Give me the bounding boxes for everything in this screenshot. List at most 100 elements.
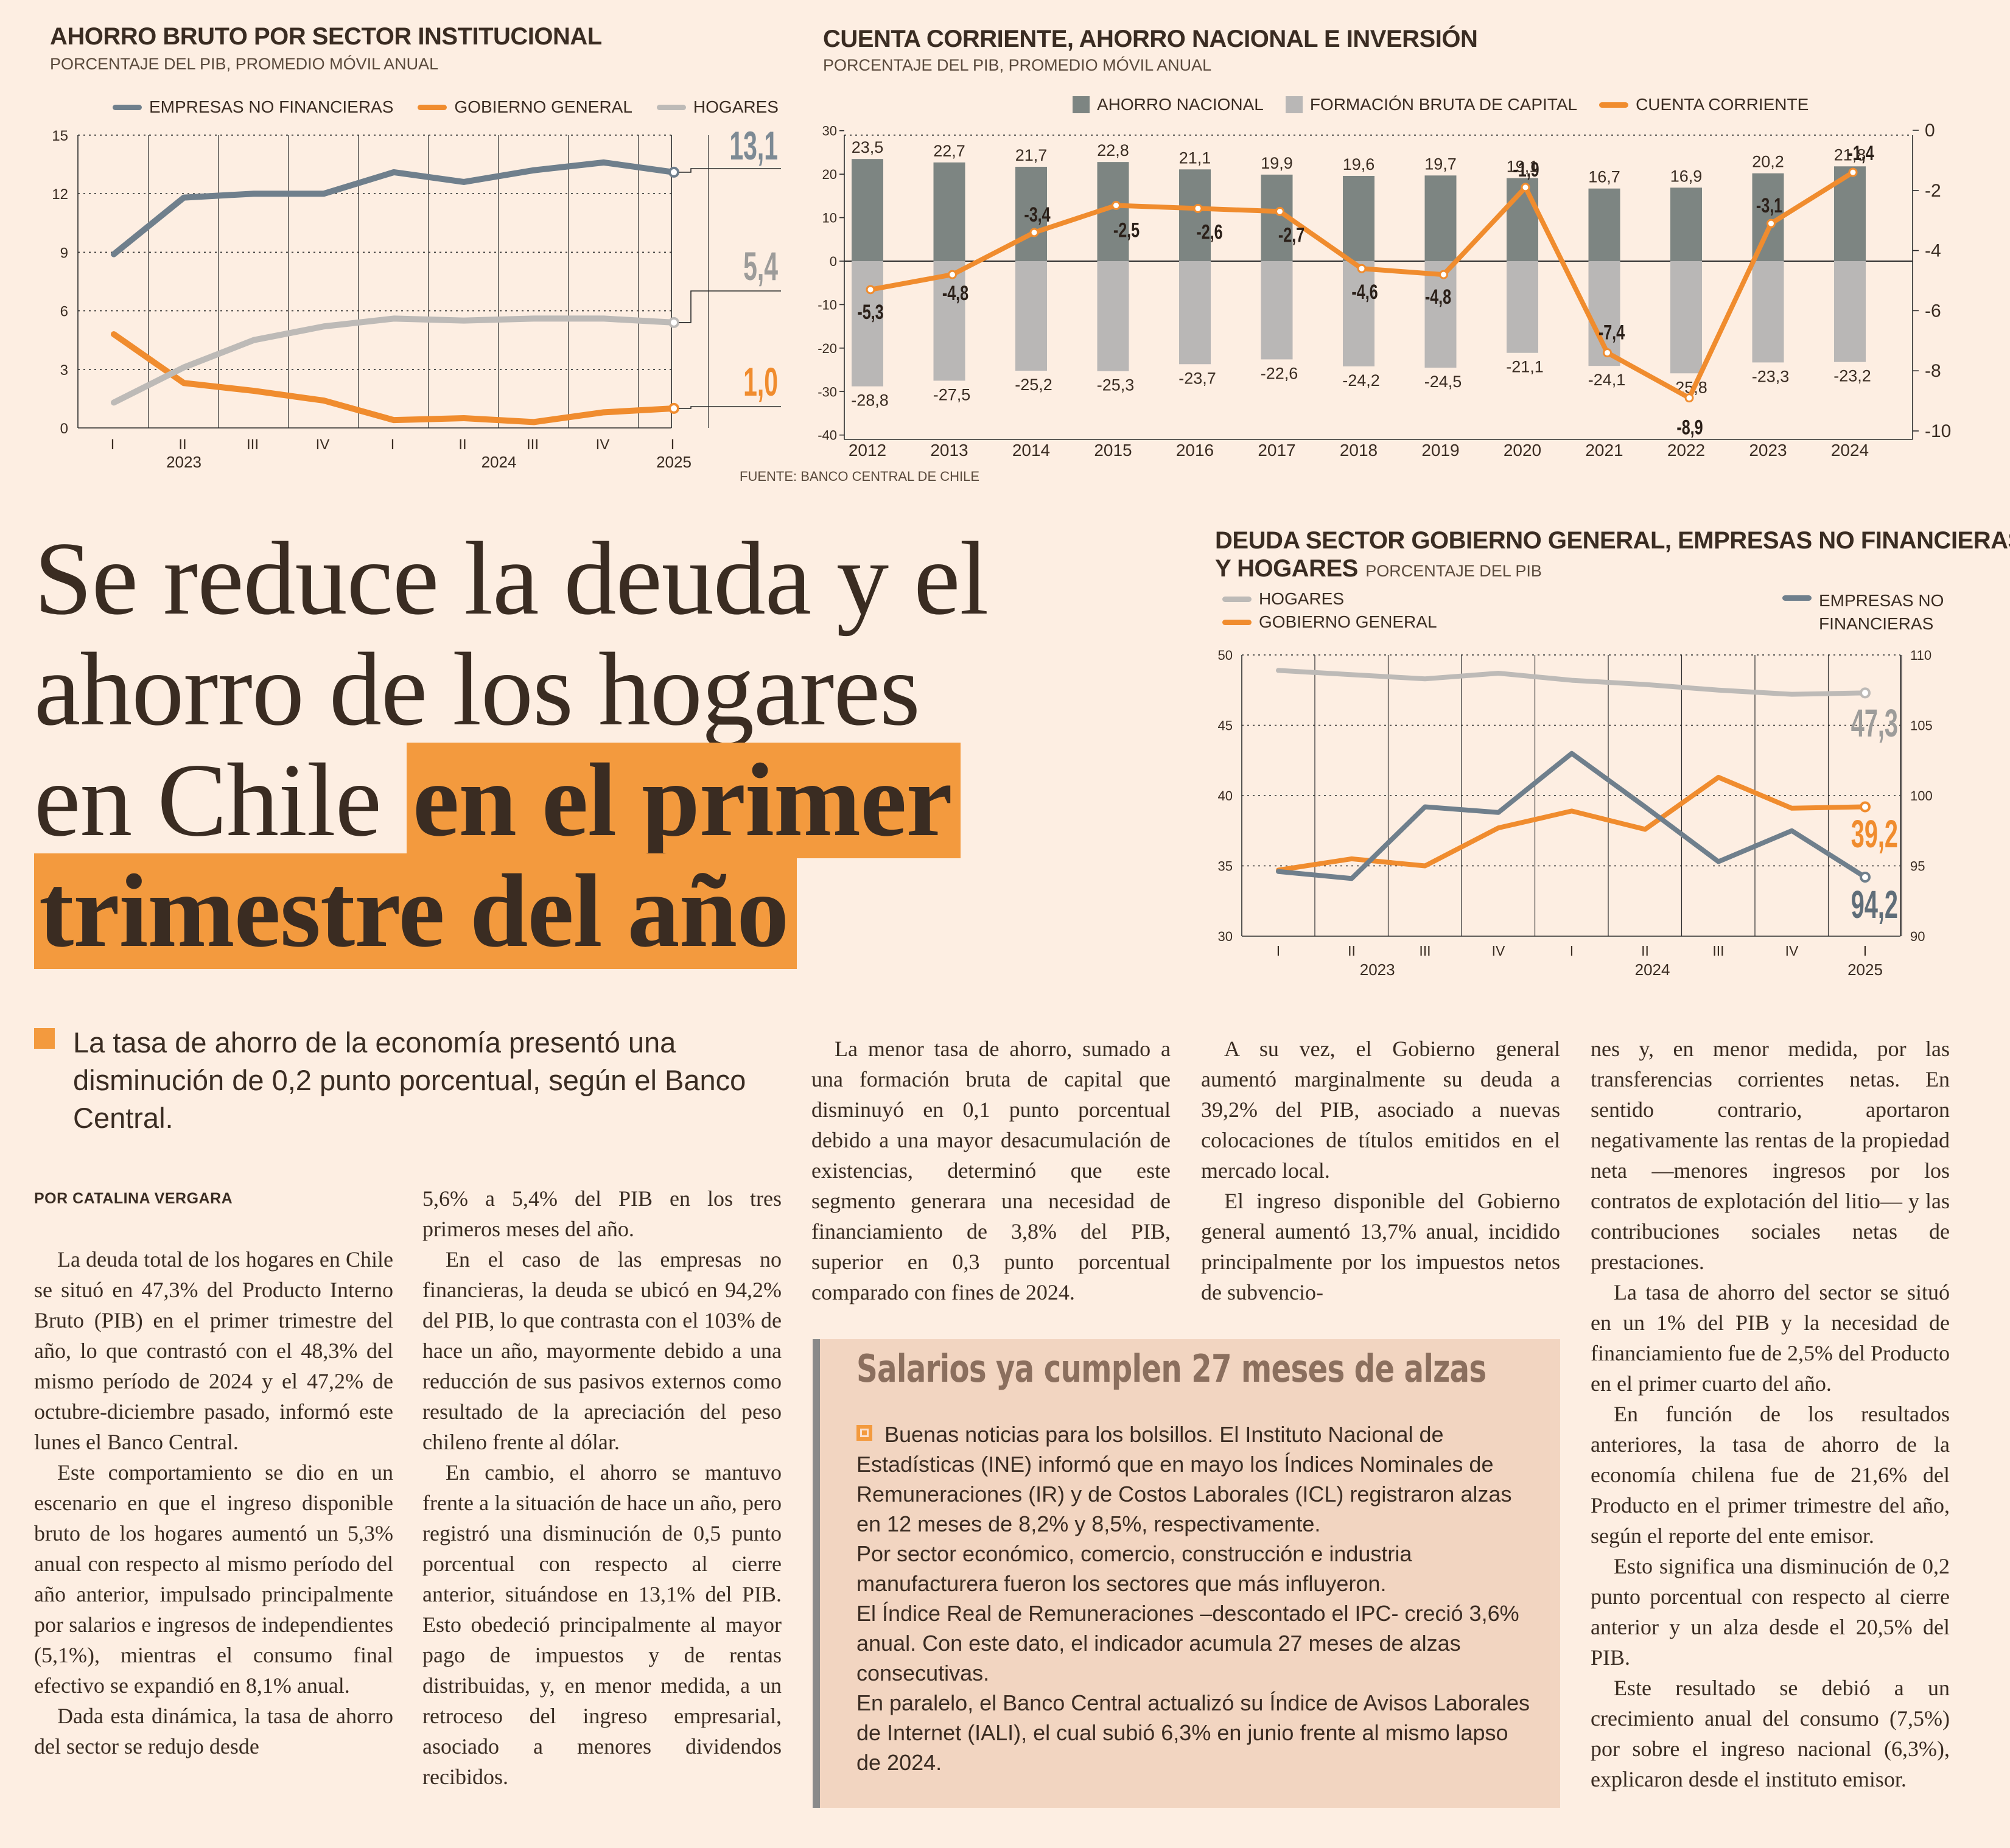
headline-line4: trimestre del año <box>34 853 1191 969</box>
legend-label-ahorro: AHORRO NACIONAL <box>1097 95 1264 114</box>
headline-line2: ahorro de los hogares <box>34 632 920 747</box>
y-tick-label-left: 30 <box>822 124 837 139</box>
bar-label-fbc: -28,8 <box>851 391 889 410</box>
bar-label-ahorro: 22,7 <box>933 142 965 160</box>
headline-line3: en Chile en el primer <box>34 743 1191 858</box>
cuenta-corriente-label: -4,6 <box>1351 281 1378 304</box>
cuenta-corriente-label: -2,7 <box>1278 224 1304 247</box>
bar-formacion-bruta <box>1097 261 1129 371</box>
chart3-legend-hogares: HOGARES <box>1222 589 1344 609</box>
sidebar-p2: Por sector económico, comercio, construc… <box>856 1541 1412 1596</box>
cuenta-corriente-label: -1,9 <box>1513 158 1539 181</box>
legend-swatch-gobierno <box>418 104 447 110</box>
lead-text-wrap: La tasa de ahorro de la economía present… <box>34 1024 783 1137</box>
cuenta-corriente-marker <box>866 285 875 295</box>
y-tick-label: 0 <box>60 421 68 437</box>
x-tick-label: II <box>1641 943 1649 959</box>
cuenta-corriente-label: -5,3 <box>857 301 883 324</box>
bar-ahorro-nacional <box>852 159 883 261</box>
x-tick-label: III <box>247 436 259 453</box>
x-tick-label: I <box>671 436 675 453</box>
end-label-leader <box>679 406 781 409</box>
chart3-legend-gobierno: GOBIERNO GENERAL <box>1222 612 1437 632</box>
bar-label-fbc: -24,5 <box>1424 373 1462 391</box>
col5-p4: Esto significa una disminución de 0,2 pu… <box>1591 1554 1950 1670</box>
column-1: La deuda total de los hogares en Chile s… <box>34 1244 393 1762</box>
legend-label-empresas3-l2: FINANCIERAS <box>1819 614 1934 633</box>
bar-formacion-bruta <box>852 261 883 387</box>
x-year-label: 2023 <box>1360 961 1395 979</box>
series-end-marker <box>668 166 679 178</box>
chart3-title-line1: DEUDA SECTOR GOBIERNO GENERAL, EMPRESAS … <box>1215 527 2010 554</box>
col5-p2: La tasa de ahorro del sector se situó en… <box>1591 1280 1950 1396</box>
end-value-label: 1,0 <box>743 359 778 405</box>
legend-label-fbc: FORMACIÓN BRUTA DE CAPITAL <box>1309 95 1578 114</box>
y-tick-label-left: 10 <box>822 211 837 226</box>
headline-line3-plain: en Chile <box>34 743 407 858</box>
column-5: nes y, en menor medida, por las transfer… <box>1591 1034 1950 1794</box>
x-tick-label: 2014 <box>1012 441 1050 460</box>
col1-p3: Dada esta dinámica, la tasa de ahorro de… <box>34 1704 393 1759</box>
cuenta-corriente-marker <box>1112 201 1121 210</box>
legend-swatch-hogares3 <box>1222 596 1252 602</box>
y-tick-label-left: 20 <box>822 167 837 182</box>
cuenta-corriente-marker <box>1684 393 1694 403</box>
bar-label-ahorro: 16,9 <box>1670 167 1703 185</box>
bar-label-fbc: -23,3 <box>1752 367 1790 385</box>
cuenta-corriente-label: -8,9 <box>1676 416 1703 439</box>
bar-ahorro-nacional <box>1343 176 1374 261</box>
bar-label-ahorro: 19,1 <box>1507 158 1539 176</box>
bar-label-fbc: -24,2 <box>1342 371 1380 390</box>
bar-label-fbc: -25,3 <box>1097 376 1135 394</box>
y-tick-label-left: 45 <box>1218 718 1233 733</box>
bar-label-ahorro: 21,1 <box>1179 149 1211 167</box>
x-tick-label: I <box>391 436 395 453</box>
col4-p2: El ingreso disponible del Gobierno gener… <box>1201 1189 1560 1304</box>
sidebar-title: Salarios ya cumplen 27 meses de alzas <box>856 1346 1486 1391</box>
series-line-hogares <box>111 315 677 406</box>
chart2-title: CUENTA CORRIENTE, AHORRO NACIONAL E INVE… <box>823 26 1478 52</box>
series-line-gobierno-general <box>111 331 677 425</box>
bar-label-ahorro: 19,6 <box>1343 155 1375 173</box>
bar-formacion-bruta <box>1670 261 1702 374</box>
chart2-subtitle: PORCENTAJE DEL PIB, PROMEDIO MÓVIL ANUAL <box>823 56 1212 74</box>
cuenta-corriente-label: -3,4 <box>1024 203 1051 226</box>
headline: Se reduce la deuda y el ahorro de los ho… <box>34 521 1191 969</box>
sidebar-square-icon <box>856 1425 872 1441</box>
x-tick-label: 2013 <box>930 441 968 460</box>
series-end-marker <box>1860 801 1871 813</box>
sidebar-box: Salarios ya cumplen 27 meses de alzas Bu… <box>813 1339 1560 1808</box>
bar-ahorro-nacional <box>1588 188 1620 261</box>
y-tick-label-left: -30 <box>818 384 837 399</box>
chart1-title: AHORRO BRUTO POR SECTOR INSTITUCIONAL <box>50 23 602 50</box>
col4-p1: A su vez, el Gobierno general aumentó ma… <box>1201 1037 1560 1183</box>
col5-p1: nes y, en menor medida, por las transfer… <box>1591 1037 1950 1274</box>
chart3-title-line2: Y HOGARES PORCENTAJE DEL PIB <box>1215 555 1542 583</box>
bar-label-fbc: -22,6 <box>1261 364 1298 382</box>
bar-label-ahorro: 19,9 <box>1261 154 1293 172</box>
bar-label-ahorro: 19,7 <box>1424 155 1457 173</box>
bar-formacion-bruta <box>1752 261 1784 363</box>
y-tick-label-right: 100 <box>1910 788 1933 803</box>
col3-p1: La menor tasa de ahorro, sumado a una fo… <box>811 1037 1171 1304</box>
cuenta-corriente-label: -4,8 <box>1425 286 1451 309</box>
headline-highlight-2: trimestre del año <box>34 853 797 969</box>
col2-p2: En el caso de las empresas no financiera… <box>422 1247 782 1454</box>
chart1-legend: EMPRESAS NO FINANCIERAS GOBIERNO GENERAL… <box>113 97 779 117</box>
legend-swatch-hogares <box>656 104 686 110</box>
x-tick-label: IV <box>316 436 330 453</box>
cuenta-corriente-label: -2,6 <box>1196 221 1222 244</box>
x-tick-label: 2016 <box>1176 441 1214 460</box>
series-end-marker <box>1860 687 1871 699</box>
bar-label-ahorro: 21,7 <box>1015 146 1048 164</box>
x-tick-label: III <box>1419 943 1430 959</box>
col5-p3: En función de los resultados anteriores,… <box>1591 1402 1950 1548</box>
headline-line1: Se reduce la deuda y el <box>34 521 989 637</box>
legend-label-cuenta: CUENTA CORRIENTE <box>1636 95 1809 114</box>
bar-formacion-bruta <box>1424 261 1457 368</box>
series-line-empresas-no-financieras <box>111 159 677 257</box>
legend-label-empresas3: EMPRESAS NO FINANCIERAS <box>1819 589 1944 635</box>
y-tick-label-right: 95 <box>1910 859 1925 874</box>
x-tick-label: 2018 <box>1340 441 1378 460</box>
y-tick-label-left: 40 <box>1218 788 1233 803</box>
